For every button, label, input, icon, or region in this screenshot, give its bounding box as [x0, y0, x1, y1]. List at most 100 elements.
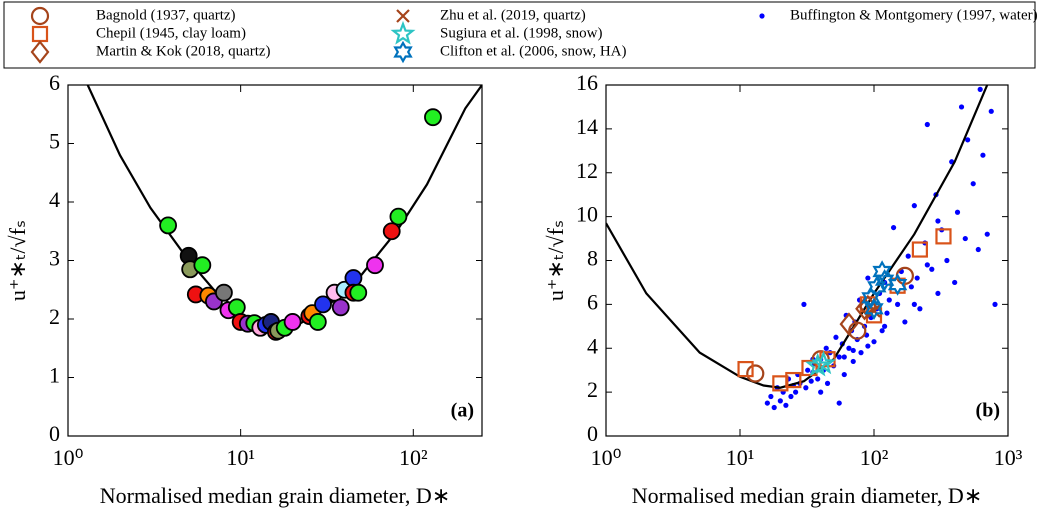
- x-tick-label: 10¹: [726, 445, 755, 470]
- data-point: [344, 269, 363, 287]
- data-point: [746, 364, 765, 383]
- data-point: [846, 345, 852, 351]
- y-tick-label: 5: [49, 129, 60, 154]
- data-point: [783, 402, 789, 408]
- data-point: [977, 86, 983, 92]
- legend-marker: [390, 20, 416, 45]
- x-tick-label: 10⁰: [53, 445, 84, 470]
- data-point: [887, 273, 908, 296]
- plot-area: [68, 85, 482, 436]
- y-tick-label: 14: [576, 114, 598, 139]
- data-point: [935, 218, 941, 224]
- data-point: [874, 269, 895, 292]
- data-point: [389, 207, 408, 226]
- data-point: [865, 275, 871, 281]
- data-point: [793, 389, 799, 395]
- y-tick-label: 6: [587, 289, 598, 314]
- data-point: [992, 301, 998, 307]
- y-tick-label: 0: [587, 421, 598, 446]
- y-tick-label: 3: [49, 246, 60, 271]
- data-point: [803, 385, 809, 391]
- legend-label: Chepil (1945, clay loam): [96, 25, 246, 41]
- data-point: [841, 354, 847, 360]
- y-tick-label: 0: [49, 421, 60, 446]
- y-tick-label: 4: [49, 187, 60, 212]
- x-axis-label: Normalised median grain diameter, D∗: [632, 483, 983, 508]
- data-point: [382, 222, 401, 241]
- x-tick-label: 10⁰: [591, 445, 622, 470]
- panel-label: (b): [976, 400, 1000, 422]
- data-point: [811, 350, 836, 375]
- legend-label: Sugiura et al. (1998, snow): [440, 25, 602, 41]
- data-point: [864, 297, 884, 320]
- data-point: [768, 393, 774, 400]
- data-point: [975, 246, 981, 253]
- data-point: [314, 295, 332, 314]
- data-point: [867, 275, 887, 298]
- data-point: [850, 347, 856, 354]
- axes-frame: [605, 84, 1009, 437]
- data-point: [366, 256, 384, 275]
- data-point: [890, 224, 897, 231]
- data-point: [882, 323, 888, 329]
- data-point: [308, 313, 327, 331]
- data-point: [349, 283, 368, 302]
- data-point: [858, 350, 864, 356]
- data-point: [871, 339, 877, 345]
- data-point: [988, 108, 994, 114]
- plot-area: [606, 85, 1008, 436]
- legend-box: [3, 1, 1036, 69]
- data-point: [424, 108, 442, 127]
- data-point: [911, 241, 928, 258]
- data-point: [818, 389, 824, 395]
- data-point: [808, 378, 814, 384]
- data-point: [823, 345, 829, 351]
- data-point: [952, 279, 958, 286]
- legend-marker: [759, 13, 765, 19]
- y-tick-label: 2: [587, 377, 598, 402]
- data-point: [836, 400, 842, 406]
- data-point: [848, 321, 867, 340]
- data-point: [886, 297, 892, 303]
- data-point: [865, 343, 871, 349]
- data-point: [331, 298, 350, 317]
- legend-label: Martin & Kok (2018, quartz): [96, 43, 271, 59]
- data-point: [935, 290, 941, 297]
- data-point: [771, 404, 777, 411]
- data-point: [841, 371, 847, 378]
- y-axis-label: u⁺∗ₜ/√fₛ: [543, 220, 568, 301]
- data-point: [965, 137, 971, 143]
- panel-label: (a): [451, 400, 474, 422]
- model-curve: [606, 85, 989, 389]
- legend-label: Bagnold (1937, quartz): [96, 7, 236, 23]
- legend-label: Buffington & Montgomery (1997, water): [790, 7, 1038, 23]
- data-point: [935, 228, 952, 245]
- plot: [606, 85, 998, 411]
- legend-marker: [393, 40, 413, 64]
- data-point: [914, 275, 920, 281]
- data-point: [801, 359, 818, 377]
- y-tick-label: 8: [587, 246, 598, 271]
- data-point: [905, 253, 911, 259]
- y-tick-label: 16: [576, 70, 598, 95]
- data-point: [884, 310, 890, 316]
- axes-frame: [67, 84, 483, 437]
- y-tick-label: 4: [587, 333, 598, 358]
- y-tick-label: 1: [49, 363, 60, 388]
- data-point: [944, 257, 950, 264]
- legend-marker: [30, 40, 50, 64]
- x-axis-label: Normalised median grain diameter, D∗: [100, 483, 451, 508]
- data-point: [924, 121, 930, 128]
- y-axis-label: u⁺∗ₜ/√fₛ: [5, 220, 30, 301]
- data-point: [872, 260, 892, 283]
- data-point: [788, 393, 794, 400]
- data-point: [917, 306, 923, 312]
- data-point: [764, 400, 770, 406]
- data-point: [785, 371, 802, 389]
- x-tick-label: 10³: [994, 445, 1023, 470]
- legend-marker: [30, 6, 50, 26]
- data-point: [970, 181, 976, 187]
- data-point: [879, 328, 885, 334]
- data-point: [908, 284, 914, 290]
